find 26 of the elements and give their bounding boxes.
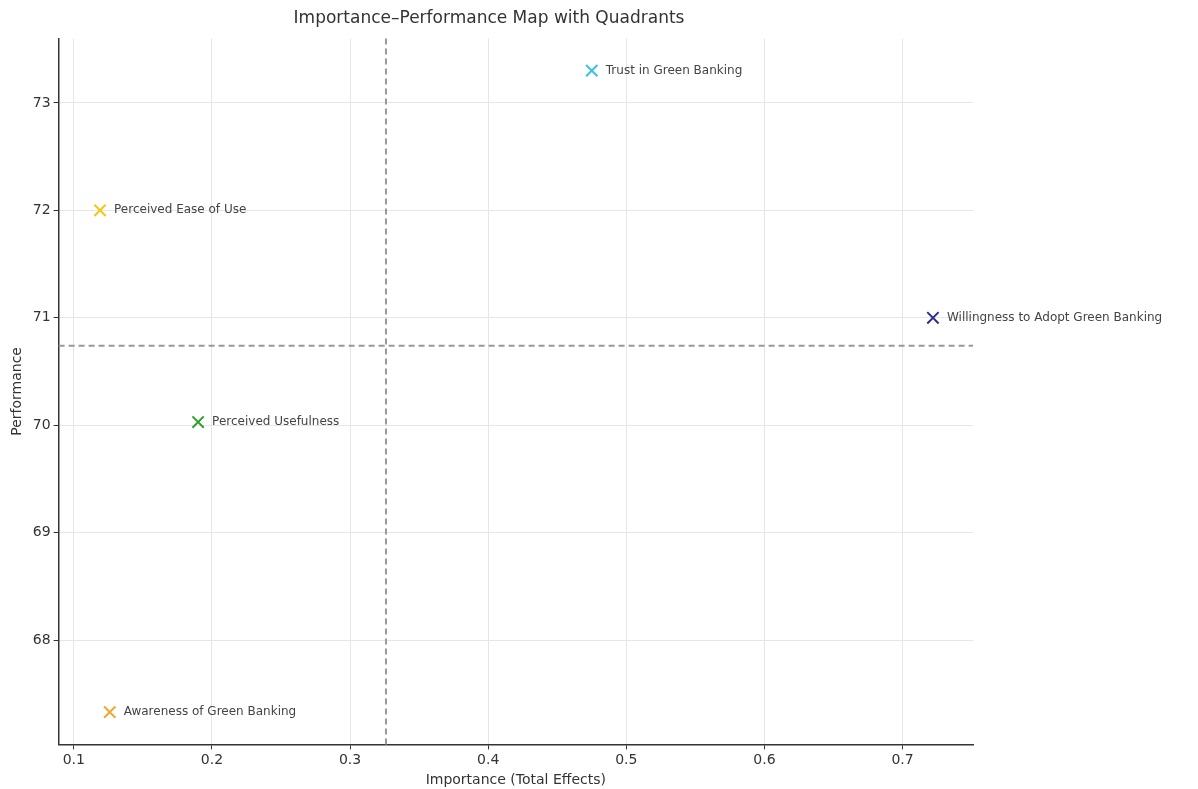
series-label: Willingness to Adopt Green Banking xyxy=(946,309,1163,324)
y-axis-title: Performance xyxy=(8,347,25,436)
x-tick-label: 0.4 xyxy=(477,751,500,768)
y-tick-label: 71 xyxy=(32,308,51,325)
series-label: Perceived Ease of Use xyxy=(114,202,247,217)
y-tick-label: 72 xyxy=(32,200,51,217)
point xyxy=(585,63,599,78)
point xyxy=(103,705,117,719)
x-tick-label: 0.7 xyxy=(891,751,914,768)
point xyxy=(191,415,205,429)
x-tick-label: 0.3 xyxy=(338,751,362,768)
x-tick-label: 0.1 xyxy=(62,751,85,768)
x-tick-label: 0.5 xyxy=(615,751,638,768)
series-label: Perceived Usefulness xyxy=(212,414,340,429)
y-tick-label: 70 xyxy=(32,415,51,432)
y-tick-label: 68 xyxy=(32,630,51,647)
point xyxy=(93,203,107,217)
series-label: Trust in Green Banking xyxy=(604,62,743,77)
chart-title: Importance–Performance Map with Quadrants xyxy=(293,6,685,27)
series-label: Awareness of Green Banking xyxy=(123,704,297,719)
point xyxy=(926,311,940,325)
x-axis-title: Importance (Total Effects) xyxy=(425,771,606,788)
y-tick-label: 69 xyxy=(32,523,51,540)
x-tick-label: 0.2 xyxy=(200,751,224,768)
y-tick-label: 73 xyxy=(32,93,51,110)
x-tick-label: 0.6 xyxy=(753,751,776,768)
